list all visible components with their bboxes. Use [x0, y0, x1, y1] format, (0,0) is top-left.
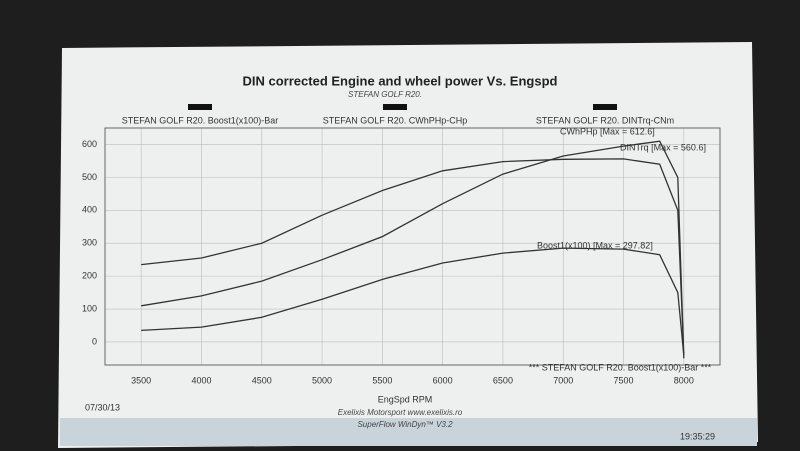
footer-line: SuperFlow WinDyn™ V3.2	[357, 420, 453, 429]
screen	[58, 42, 758, 448]
y-tick-label: 400	[82, 205, 97, 215]
legend-swatch	[593, 104, 617, 110]
y-tick-label: 0	[92, 336, 97, 346]
x-tick-label: 3500	[131, 375, 151, 385]
y-tick-label: 100	[82, 303, 97, 313]
chart-subtitle: STEFAN GOLF R20.	[348, 90, 422, 99]
annotation: *** STEFAN GOLF R20. Boost1(x100)-Bar **…	[529, 362, 712, 372]
taskbar	[60, 418, 757, 446]
y-tick-label: 500	[82, 172, 97, 182]
series-line	[141, 140, 685, 359]
legend-label: STEFAN GOLF R20. DINTrq-CNm	[536, 115, 674, 125]
plot-frame	[104, 127, 721, 366]
chart-title: DIN corrected Engine and wheel power Vs.…	[243, 73, 558, 88]
legend-swatch	[188, 104, 212, 110]
annotation: Boost1(x100) [Max = 297.82]	[537, 240, 653, 250]
legend-label: STEFAN GOLF R20. Boost1(x100)-Bar	[122, 115, 279, 125]
annotation: DINTrq [Max = 560.6]	[620, 142, 706, 152]
y-tick-label: 600	[82, 139, 97, 149]
legend-swatch	[383, 104, 407, 110]
date: 07/30/13	[85, 402, 120, 412]
legend-label: STEFAN GOLF R20. CWhPHp-CHp	[323, 115, 468, 125]
footer-line: Exelixis Motorsport www.exelixis.ro	[338, 408, 463, 417]
x-axis-label: EngSpd RPM	[378, 394, 433, 404]
y-tick-label: 200	[82, 271, 97, 281]
series-line	[141, 247, 685, 356]
annotation: CWhPHp [Max = 612.6]	[560, 126, 655, 136]
time: 19:35:29	[680, 431, 715, 441]
series-line	[141, 158, 685, 356]
x-tick-label: 5000	[312, 375, 332, 385]
x-tick-label: 6500	[493, 375, 513, 385]
x-tick-label: 4500	[252, 375, 272, 385]
x-tick-label: 7500	[614, 375, 634, 385]
x-tick-label: 5500	[372, 375, 392, 385]
y-tick-label: 300	[82, 238, 97, 248]
x-tick-label: 6000	[433, 375, 453, 385]
x-tick-label: 4000	[191, 375, 211, 385]
x-tick-label: 8000	[674, 375, 694, 385]
x-tick-label: 7000	[553, 375, 573, 385]
